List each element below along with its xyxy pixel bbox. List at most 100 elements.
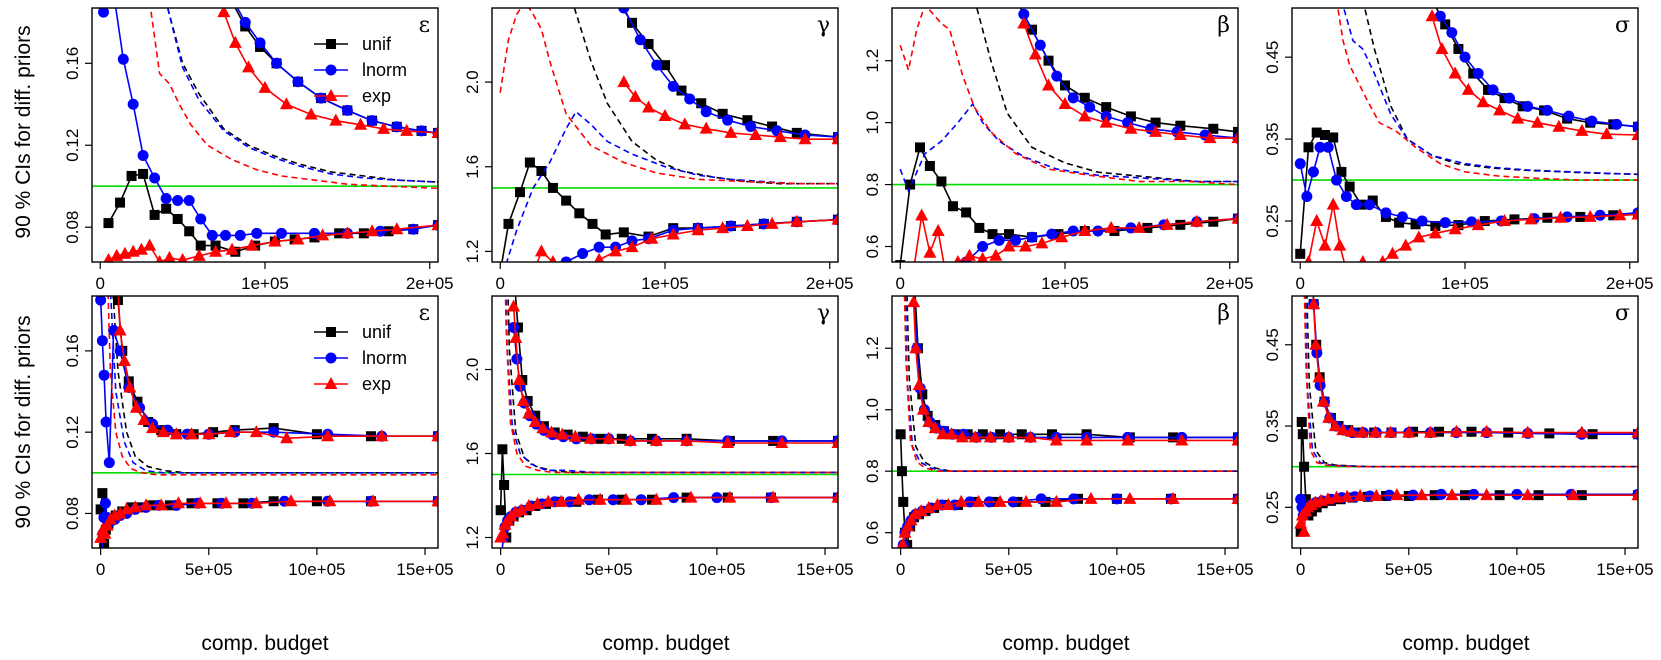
plot-frame bbox=[1291, 295, 1639, 549]
panel-parameter-label: β bbox=[1217, 13, 1230, 38]
data-point-exp bbox=[509, 331, 523, 343]
data-point-unif bbox=[547, 182, 558, 193]
data-point-lnorm bbox=[944, 266, 955, 277]
series-line-unif-1 bbox=[1299, 421, 1638, 532]
data-point-lnorm bbox=[1026, 231, 1038, 243]
data-point-lnorm bbox=[1084, 101, 1096, 113]
data-point-lnorm bbox=[95, 296, 107, 306]
data-point-exp bbox=[163, 250, 176, 262]
data-point-exp bbox=[1378, 255, 1387, 262]
data-point-exp bbox=[898, 525, 912, 538]
series-line-unif-1 bbox=[499, 449, 838, 538]
series-line-exp-9 bbox=[149, 8, 438, 190]
data-point-unif bbox=[947, 201, 958, 212]
plot-area bbox=[892, 8, 1238, 283]
data-point-exp bbox=[619, 492, 633, 505]
data-point-exp bbox=[1344, 424, 1358, 437]
y-tick-label: 0.25 bbox=[1263, 491, 1282, 524]
data-point-exp bbox=[1631, 488, 1638, 501]
series-line-unif-3 bbox=[976, 8, 1238, 183]
data-point-lnorm bbox=[239, 16, 251, 28]
data-point-lnorm bbox=[1092, 225, 1104, 237]
data-point-exp bbox=[1631, 128, 1638, 140]
data-point-lnorm bbox=[315, 92, 327, 104]
x-tick-label: 2e+05 bbox=[806, 274, 854, 293]
data-point-exp bbox=[907, 296, 921, 308]
data-point-exp bbox=[923, 245, 937, 258]
data-point-unif bbox=[95, 504, 106, 515]
legend-marker-exp bbox=[324, 377, 338, 389]
series-line-exp-9 bbox=[107, 296, 438, 476]
legend-marker-lnorm bbox=[325, 352, 337, 364]
data-point-exp bbox=[1566, 488, 1580, 501]
data-point-exp bbox=[291, 232, 305, 245]
data-point-lnorm bbox=[1051, 70, 1063, 82]
data-point-exp bbox=[177, 252, 188, 262]
data-point-exp bbox=[522, 406, 536, 419]
data-point-exp bbox=[523, 276, 536, 288]
data-point-lnorm bbox=[684, 93, 696, 105]
chart-panel-2: 1.2 1.6 2.0 0 1e+05 2e+05 γ bbox=[463, 7, 854, 293]
series-line-exp-9 bbox=[1337, 8, 1638, 181]
x-tick-label: 2e+05 bbox=[406, 274, 454, 293]
data-point-lnorm bbox=[1068, 493, 1080, 505]
data-point-exp bbox=[568, 276, 581, 288]
y-tick-label: 0.08 bbox=[63, 497, 82, 530]
legend-label-exp: exp bbox=[362, 374, 391, 394]
plot-frame bbox=[891, 295, 1239, 549]
data-point-lnorm bbox=[496, 549, 507, 560]
data-point-lnorm bbox=[928, 272, 939, 283]
data-point-unif bbox=[227, 0, 237, 7]
data-point-exp bbox=[1340, 489, 1354, 502]
data-point-exp bbox=[1353, 488, 1367, 501]
data-point-exp bbox=[169, 427, 183, 440]
data-point-lnorm bbox=[172, 195, 184, 207]
data-point-exp bbox=[831, 132, 838, 145]
data-point-exp bbox=[1423, 425, 1437, 438]
data-point-exp bbox=[1099, 115, 1113, 128]
data-point-exp bbox=[593, 492, 607, 505]
data-point-exp bbox=[602, 431, 616, 444]
data-point-unif bbox=[791, 127, 802, 138]
data-point-exp bbox=[280, 431, 294, 444]
data-point-unif bbox=[126, 170, 137, 181]
series-line-lnorm-6 bbox=[166, 8, 438, 183]
data-point-exp bbox=[955, 430, 969, 443]
data-point-lnorm bbox=[1466, 216, 1478, 228]
y-tick-label: 0.12 bbox=[63, 416, 82, 449]
data-point-unif bbox=[1410, 219, 1421, 230]
data-point-exp bbox=[1055, 230, 1069, 243]
data-point-exp bbox=[512, 373, 526, 385]
data-point-exp bbox=[1322, 410, 1336, 423]
data-point-unif bbox=[195, 240, 206, 251]
data-point-exp bbox=[1471, 218, 1485, 231]
data-point-exp bbox=[110, 263, 123, 275]
y-tick-label: 1.0 bbox=[863, 398, 882, 422]
chart-panel-1: 0.08 0.12 0.16 0 1e+05 2e+05 ε unif lnorm exp bbox=[63, 0, 454, 293]
data-point-lnorm bbox=[634, 34, 646, 46]
data-point-lnorm bbox=[1018, 8, 1030, 20]
data-point-lnorm bbox=[1416, 215, 1428, 227]
data-point-exp bbox=[968, 430, 982, 443]
data-point-exp bbox=[908, 507, 922, 520]
data-point-exp bbox=[1390, 488, 1404, 501]
data-point-exp bbox=[1583, 209, 1597, 222]
data-point-exp bbox=[691, 223, 705, 236]
data-point-unif bbox=[616, 433, 627, 444]
data-point-exp bbox=[625, 240, 639, 253]
data-point-exp bbox=[375, 429, 389, 442]
chart-panel-8: 0.25 0.35 0.45 0 5e+05 10e+05 15e+05 σ bbox=[1263, 295, 1654, 579]
data-point-lnorm bbox=[1010, 234, 1022, 246]
y-tick-label: 0.45 bbox=[1263, 41, 1282, 74]
data-point-exp bbox=[1231, 491, 1238, 504]
data-point-exp bbox=[583, 431, 597, 444]
data-point-lnorm bbox=[560, 256, 572, 262]
data-point-exp bbox=[284, 494, 298, 507]
data-point-exp bbox=[366, 494, 380, 507]
plot-area bbox=[92, 263, 438, 548]
data-point-unif bbox=[1336, 166, 1347, 177]
legend-label-exp: exp bbox=[362, 86, 391, 106]
data-point-exp bbox=[1042, 78, 1056, 91]
data-point-lnorm bbox=[195, 213, 207, 225]
data-point-exp bbox=[1002, 239, 1016, 252]
